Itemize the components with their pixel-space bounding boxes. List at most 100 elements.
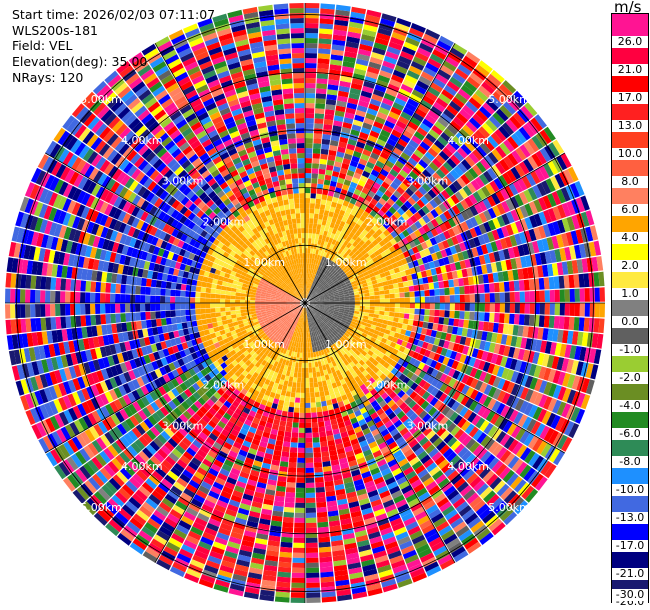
velocity-gate: [323, 348, 328, 355]
velocity-gate: [278, 471, 288, 477]
velocity-gate: [552, 221, 561, 235]
velocity-gate: [341, 66, 354, 73]
velocity-gate: [325, 252, 330, 259]
velocity-gate: [378, 522, 391, 531]
velocity-gate: [339, 296, 345, 300]
velocity-gate: [393, 386, 402, 395]
velocity-gate: [418, 172, 429, 183]
velocity-gate: [527, 350, 535, 363]
velocity-gate: [460, 221, 470, 232]
velocity-gate: [305, 342, 308, 348]
velocity-gate: [363, 218, 371, 225]
velocity-gate: [434, 206, 443, 216]
velocity-gate: [294, 522, 305, 528]
velocity-gate: [517, 325, 524, 337]
velocity-gate: [382, 97, 394, 107]
velocity-gate: [257, 477, 268, 484]
velocity-gate: [306, 567, 320, 573]
velocity-gate: [246, 520, 259, 528]
velocity-gate: [394, 307, 400, 313]
velocity-gate: [528, 228, 537, 242]
velocity-gate: [530, 117, 543, 132]
velocity-gate: [305, 248, 308, 254]
velocity-gate: [408, 474, 420, 485]
velocity-gate: [315, 98, 326, 104]
velocity-gate: [461, 250, 469, 260]
velocity-gate: [451, 360, 459, 370]
velocity-gate: [221, 560, 236, 569]
velocity-gate: [310, 278, 313, 284]
velocity-gate: [266, 385, 273, 392]
velocity-gate: [308, 289, 311, 294]
velocity-gate: [285, 426, 292, 433]
velocity-gate: [329, 261, 335, 267]
velocity-gate: [312, 427, 319, 433]
velocity-gate: [316, 371, 321, 377]
velocity-gate: [599, 303, 605, 318]
velocity-gate: [354, 310, 360, 315]
velocity-gate: [293, 412, 300, 418]
velocity-gate: [342, 286, 348, 291]
velocity-gate: [311, 310, 316, 315]
velocity-gate: [499, 303, 505, 313]
velocity-gate: [395, 398, 404, 407]
velocity-gate: [379, 272, 386, 278]
velocity-gate: [373, 508, 386, 517]
velocity-gate: [434, 390, 444, 400]
velocity-gate: [325, 258, 330, 264]
velocity-gate: [389, 288, 395, 294]
velocity-gate: [430, 368, 439, 378]
velocity-gate: [568, 423, 580, 439]
velocity-gate: [346, 102, 358, 110]
velocity-gate: [463, 80, 478, 93]
velocity-gate: [244, 419, 253, 427]
velocity-gate: [404, 292, 410, 298]
velocity-gate: [422, 413, 432, 423]
velocity-gate: [251, 501, 263, 509]
velocity-gate: [381, 181, 390, 190]
velocity-gate: [276, 576, 291, 583]
velocity-gate: [469, 285, 475, 294]
velocity-gate: [414, 229, 422, 238]
velocity-gate: [311, 422, 319, 428]
velocity-gate: [387, 155, 397, 165]
velocity-gate: [319, 334, 324, 340]
velocity-gate: [314, 301, 320, 303]
velocity-gate: [423, 262, 431, 271]
velocity-gate: [318, 271, 323, 277]
velocity-gate: [347, 328, 353, 333]
velocity-gate: [335, 579, 350, 587]
velocity-gate: [438, 258, 445, 267]
velocity-gate: [325, 270, 330, 276]
velocity-gate: [416, 397, 426, 407]
velocity-gate: [427, 147, 439, 158]
velocity-gate: [305, 347, 308, 353]
velocity-gate: [416, 199, 425, 209]
velocity-gate: [316, 345, 321, 352]
velocity-gate: [270, 376, 277, 383]
velocity-gate: [321, 327, 326, 333]
velocity-gate: [445, 349, 453, 358]
velocity-gate: [384, 541, 399, 550]
velocity-gate: [291, 577, 305, 583]
velocity-gate: [434, 362, 442, 371]
velocity-gate: [298, 437, 305, 443]
velocity-gate: [447, 368, 456, 378]
velocity-gate: [321, 591, 336, 598]
velocity-gate: [449, 100, 462, 112]
velocity-gate: [330, 135, 340, 142]
velocity-gate: [414, 189, 424, 199]
velocity-gate: [375, 221, 383, 229]
velocity-gate: [434, 303, 440, 310]
velocity-gate: [405, 125, 416, 135]
velocity-gate: [422, 169, 432, 179]
velocity-gate: [466, 76, 481, 89]
velocity-gate: [260, 436, 269, 444]
velocity-gate: [315, 341, 319, 347]
velocity-gate: [411, 460, 423, 471]
velocity-gate: [580, 195, 590, 211]
velocity-gate: [415, 406, 424, 416]
velocity-gate: [321, 138, 331, 145]
velocity-gate: [317, 311, 322, 315]
velocity-gate: [474, 284, 480, 294]
